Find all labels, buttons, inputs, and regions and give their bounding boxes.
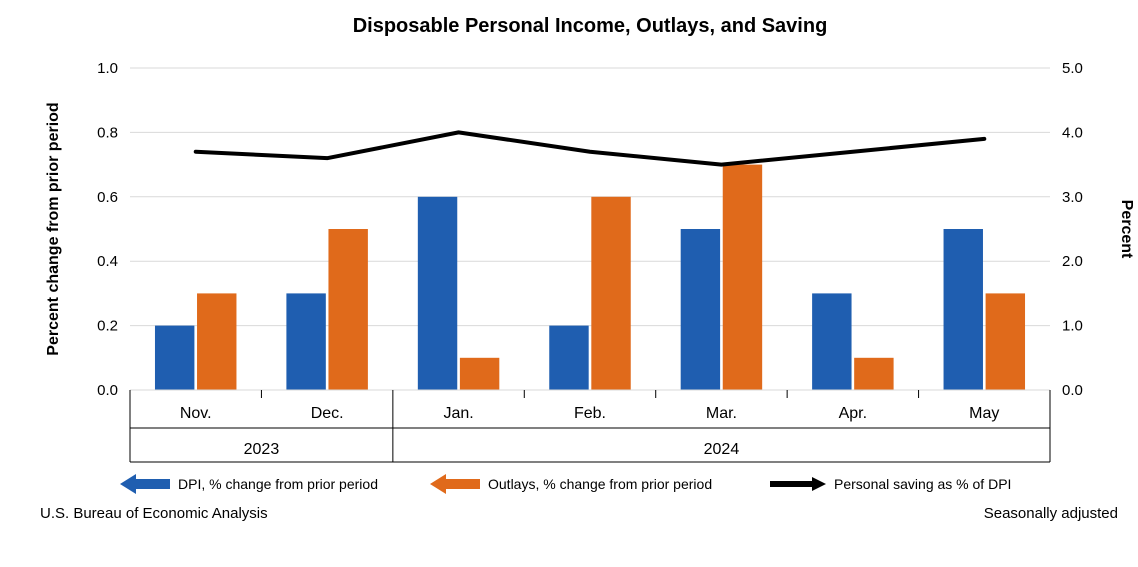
bar-dpi	[944, 229, 983, 390]
year-label: 2024	[704, 441, 740, 458]
left-tick-label: 0.0	[97, 382, 118, 399]
line-saving	[196, 132, 985, 164]
source-left: U.S. Bureau of Economic Analysis	[40, 505, 268, 522]
left-tick-label: 1.0	[97, 60, 118, 77]
bar-dpi	[418, 197, 457, 390]
right-axis-title: Percent	[1118, 200, 1135, 259]
category-label: Mar.	[706, 405, 737, 422]
bar-outlays	[986, 293, 1025, 390]
legend-arrow-icon	[430, 474, 480, 494]
category-label: Dec.	[311, 405, 344, 422]
bar-outlays	[460, 358, 499, 390]
bar-outlays	[854, 358, 893, 390]
legend-arrow-icon	[120, 474, 170, 494]
left-tick-label: 0.4	[97, 253, 118, 270]
bar-dpi	[549, 326, 588, 390]
legend-label-saving: Personal saving as % of DPI	[834, 476, 1011, 492]
left-axis-title: Percent change from prior period	[45, 102, 62, 355]
left-tick-label: 0.6	[97, 189, 118, 206]
bar-dpi	[681, 229, 720, 390]
right-tick-label: 0.0	[1062, 382, 1083, 399]
bar-dpi	[155, 326, 194, 390]
right-tick-label: 3.0	[1062, 189, 1083, 206]
category-label: Jan.	[443, 405, 473, 422]
bar-dpi	[286, 293, 325, 390]
source-right: Seasonally adjusted	[984, 505, 1118, 522]
right-tick-label: 4.0	[1062, 124, 1083, 141]
category-label: Apr.	[839, 405, 867, 422]
right-tick-label: 2.0	[1062, 253, 1083, 270]
legend-label-outlays: Outlays, % change from prior period	[488, 476, 712, 492]
left-tick-label: 0.2	[97, 318, 118, 335]
left-tick-label: 0.8	[97, 124, 118, 141]
category-label: May	[969, 405, 999, 422]
bar-outlays	[591, 197, 630, 390]
legend-label-dpi: DPI, % change from prior period	[178, 476, 378, 492]
right-tick-label: 5.0	[1062, 60, 1083, 77]
bar-outlays	[723, 165, 762, 390]
legend-line-arrow-icon	[770, 477, 826, 491]
bar-outlays	[197, 293, 236, 390]
right-tick-label: 1.0	[1062, 318, 1083, 335]
chart-title: Disposable Personal Income, Outlays, and…	[353, 15, 828, 37]
year-label: 2023	[244, 441, 280, 458]
bar-outlays	[328, 229, 367, 390]
category-label: Feb.	[574, 405, 606, 422]
bar-dpi	[812, 293, 851, 390]
category-label: Nov.	[180, 405, 212, 422]
